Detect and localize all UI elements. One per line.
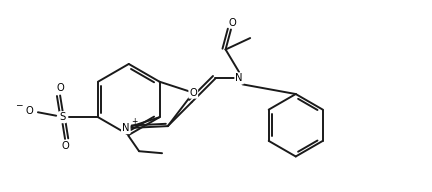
Text: O: O [61,141,69,151]
Text: S: S [60,112,66,122]
Text: N: N [235,74,243,84]
Text: O: O [25,106,33,116]
Text: N: N [122,123,130,133]
Text: −: − [16,100,23,109]
Text: O: O [56,83,64,93]
Text: O: O [189,88,197,98]
Text: O: O [229,18,236,28]
Text: +: + [131,117,138,126]
